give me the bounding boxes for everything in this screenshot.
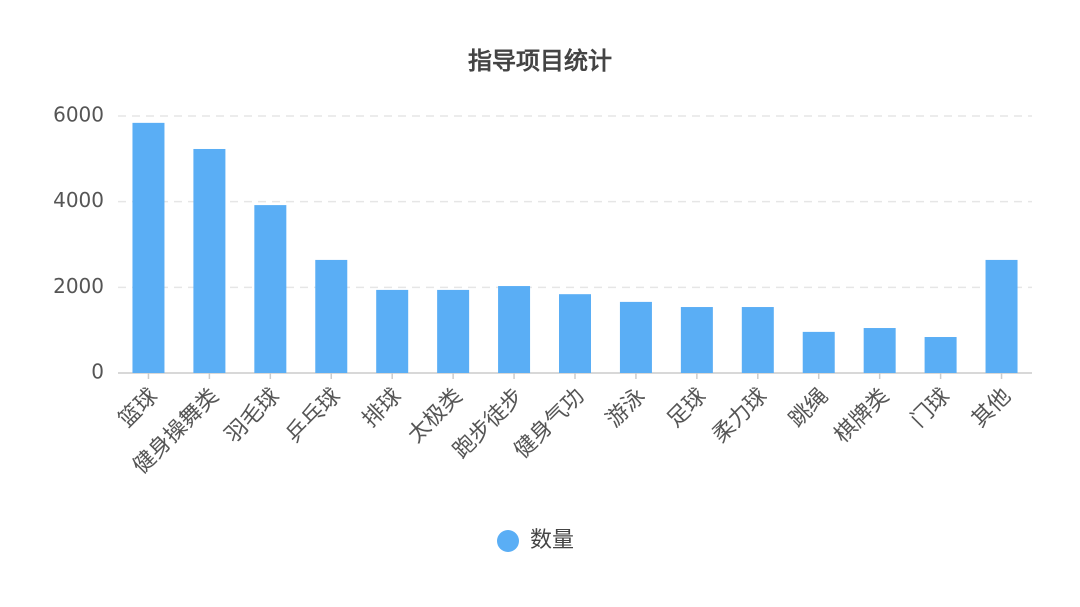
bar: [437, 289, 470, 373]
bar: [680, 307, 713, 373]
bar: [193, 148, 226, 373]
chart-title: 指导项目统计: [468, 47, 612, 75]
legend-label: 数量: [530, 528, 574, 553]
bar: [376, 289, 409, 373]
bar: [802, 331, 835, 373]
x-tick-label: 乒乓球: [281, 384, 345, 448]
x-tick-label: 跳绳: [784, 384, 833, 433]
x-tick-label: 足球: [663, 384, 712, 433]
x-tick-label: 棋牌类: [830, 384, 894, 448]
bar: [741, 307, 774, 373]
y-tick-label: 4000: [53, 188, 104, 212]
y-tick-label: 2000: [53, 274, 104, 298]
x-tick-label: 其他: [967, 384, 1016, 433]
bar: [924, 337, 957, 373]
x-tick-label: 篮球: [114, 384, 163, 433]
bar: [254, 205, 287, 373]
x-tick-label: 游泳: [602, 384, 651, 433]
bar: [619, 301, 652, 373]
x-tick-label: 柔力球: [708, 384, 772, 448]
legend-marker: [497, 530, 519, 552]
x-tick-label: 羽毛球: [220, 384, 284, 448]
x-tick-label: 门球: [906, 384, 955, 433]
bar: [985, 259, 1018, 373]
y-tick-label: 0: [91, 360, 104, 384]
x-tick-label: 排球: [358, 384, 407, 433]
bar: [498, 286, 531, 373]
bar: [315, 259, 348, 373]
bar: [863, 328, 896, 373]
bar: [132, 122, 165, 373]
bar: [559, 294, 591, 373]
y-tick-label: 6000: [53, 103, 104, 127]
